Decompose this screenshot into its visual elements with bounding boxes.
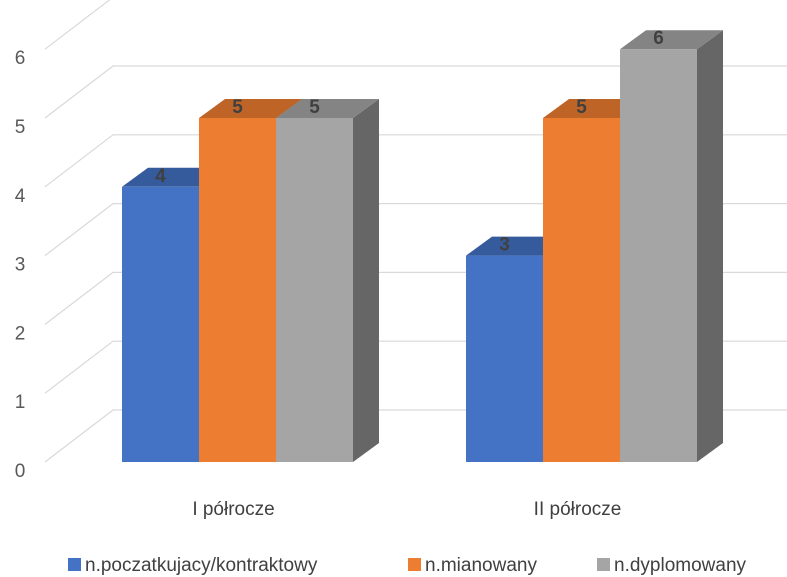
y-tick-label: 4 <box>15 186 26 207</box>
bar <box>276 118 353 462</box>
legend: n.poczatkujacy/kontraktowy n.mianowany n.d… <box>68 555 747 576</box>
data-label: 5 <box>232 97 243 118</box>
y-axis: 0 1 2 3 4 5 6 <box>15 48 26 482</box>
bars: 4 5 5 3 5 6 <box>122 28 723 463</box>
data-label: 4 <box>155 166 166 187</box>
legend-label: n.mianowany <box>425 555 537 576</box>
bar-side <box>353 99 379 462</box>
gridline <box>44 0 111 50</box>
bar <box>620 49 697 462</box>
bar <box>543 118 620 462</box>
y-tick-label: 0 <box>15 461 26 482</box>
legend-swatch <box>68 558 81 571</box>
y-tick-label: 6 <box>15 48 26 69</box>
legend-swatch <box>597 558 610 571</box>
legend-label: n.dyplomowany <box>614 555 747 576</box>
y-tick-label: 5 <box>15 117 26 138</box>
bar-top <box>199 99 302 118</box>
bar <box>466 255 543 462</box>
bar <box>199 118 276 462</box>
bar-top <box>620 30 723 50</box>
gridline <box>44 65 787 119</box>
x-tick-label: II półrocze <box>534 499 622 520</box>
legend-label: n.poczatkujacy/kontraktowy <box>85 555 318 576</box>
data-label: 6 <box>653 28 664 49</box>
bar-side <box>697 30 723 462</box>
data-label: 3 <box>499 235 510 256</box>
data-label: 5 <box>576 97 587 118</box>
legend-swatch <box>408 558 421 571</box>
y-tick-label: 2 <box>15 323 26 344</box>
y-tick-label: 3 <box>15 255 26 276</box>
x-axis: I półrocze II półrocze <box>192 499 621 520</box>
data-label: 5 <box>309 97 320 118</box>
bar-top <box>276 99 379 118</box>
bar <box>122 186 199 463</box>
y-tick-label: 1 <box>15 392 26 413</box>
x-tick-label: I półrocze <box>192 499 274 520</box>
